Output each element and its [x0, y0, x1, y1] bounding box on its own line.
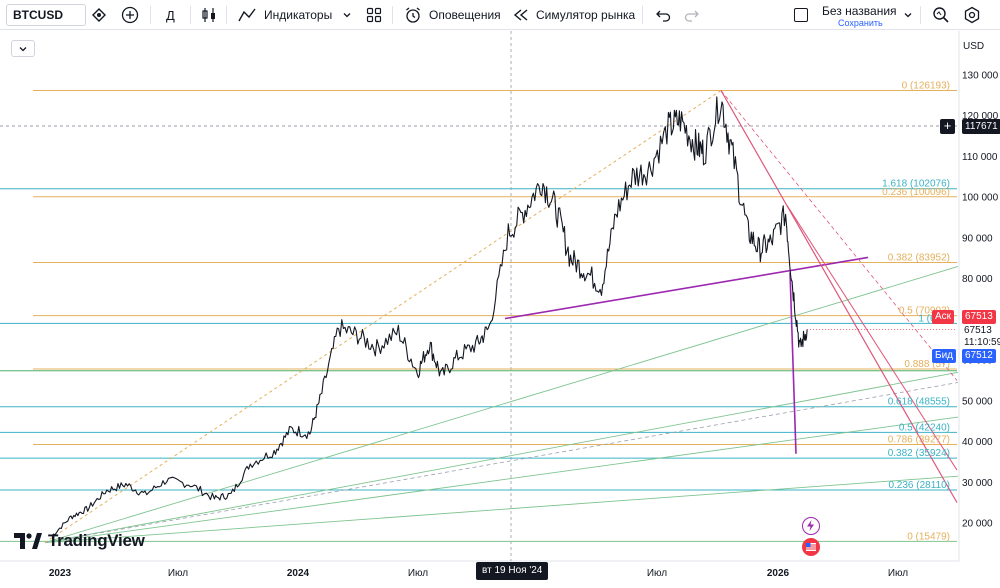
bid-label: Бид [932, 349, 956, 363]
price-tick-label: 20 000 [962, 519, 993, 530]
fib-fan-line [44, 475, 959, 543]
chart-type-candles-icon[interactable] [201, 0, 217, 30]
chevron-down-icon [19, 46, 27, 51]
trend-line-purple [504, 256, 869, 320]
fib-level-label: 0.382 (35924) [888, 448, 950, 459]
time-tick-label: 2026 [767, 568, 790, 579]
ask-label: Аск [932, 310, 955, 324]
price-tick-label: 110 000 [962, 152, 998, 163]
rewind-icon [513, 9, 528, 21]
fib-level-label: 0.236 (28110) [888, 480, 950, 491]
layout-checkbox[interactable] [794, 0, 808, 30]
redo-icon[interactable] [684, 0, 700, 30]
fib-level-label: 0.236 (100096) [882, 187, 950, 198]
price-series-line [51, 96, 808, 537]
tradingview-logo[interactable]: TradingView [14, 531, 145, 551]
fib-level-label: 1.618 (102076) [882, 179, 950, 190]
layout-name-label: Без названия [822, 4, 897, 18]
fib-level-label: 0 (15479) [907, 531, 950, 542]
templates-grid-icon[interactable] [366, 0, 382, 30]
time-tick-label: Июл [168, 568, 188, 579]
time-tick-label: Июл [647, 568, 667, 579]
interval-button[interactable]: Д [166, 0, 175, 30]
symbol-label: BTCUSD [13, 8, 63, 22]
alarm-clock-icon [406, 7, 420, 23]
currency-label[interactable]: USD [963, 41, 985, 52]
tradingview-logo-icon [14, 533, 42, 549]
fib-level-label: 0.5 (70903) [899, 306, 950, 317]
price-tick-label: 40 000 [962, 437, 993, 448]
fib-level-label: 0.786 (39277) [888, 434, 950, 445]
undo-icon[interactable] [655, 0, 671, 30]
price-tick-label: 80 000 [962, 274, 993, 285]
fib-level-label: 0 (126193) [902, 81, 950, 92]
time-tick-label: 2024 [287, 568, 310, 579]
us-flag-event-icon[interactable] [802, 538, 820, 556]
ask-price-tag: 67513 [962, 310, 996, 324]
indicators-dropdown-chevron-icon[interactable] [342, 0, 352, 30]
tradingview-logo-text: TradingView [48, 531, 145, 550]
market-replay-button[interactable]: Симулятор рынка [513, 0, 635, 30]
alerts-label: Оповещения [429, 8, 501, 22]
market-replay-label: Симулятор рынка [536, 8, 636, 22]
trend-dashed-ray [44, 90, 722, 543]
price-tick-label: 30 000 [962, 478, 993, 489]
fib-fan-line [44, 265, 959, 543]
fib-level-label: 0.5 (42240) [899, 422, 950, 433]
favorite-icon[interactable] [91, 0, 107, 30]
fib-level-label: 0.382 (83952) [888, 253, 950, 264]
trend-line-pink-dashed [720, 90, 958, 381]
layout-dropdown-chevron-icon[interactable] [903, 0, 913, 30]
time-tick-label: Июл [408, 568, 428, 579]
trend-line-pink-2 [786, 205, 958, 471]
price-tick-label: 100 000 [962, 193, 999, 204]
indicators-label: Индикаторы [264, 8, 333, 22]
alerts-button[interactable]: Оповещения [404, 0, 501, 30]
fib-fan-dashed-line [44, 382, 959, 543]
price-tick-label: 90 000 [962, 233, 993, 244]
crosshair-price-tag: 117671 [962, 119, 1000, 134]
countdown-label: 11:10:59 [964, 337, 1000, 348]
interval-label: Д [166, 7, 175, 23]
crosshair-date-tag: вт 19 Ноя '24 [476, 562, 549, 580]
time-tick-label: 2023 [49, 568, 72, 579]
price-tick-label: 130 000 [962, 71, 999, 82]
save-label[interactable]: Сохранить [838, 18, 883, 28]
lightning-event-icon[interactable] [802, 517, 820, 535]
price-tick-label: 120 000 [962, 111, 999, 122]
settings-gear-icon[interactable] [963, 0, 981, 30]
symbol-search-button[interactable]: BTCUSD [6, 4, 86, 26]
fib-level-label: 0.618 (48555) [888, 397, 950, 408]
quick-search-icon[interactable] [932, 0, 950, 30]
price-tick-label: 50 000 [962, 396, 993, 407]
fib-fan-line [44, 416, 959, 543]
indicators-icon [238, 8, 256, 22]
layout-name-button[interactable]: Без названия Сохранить [822, 2, 897, 30]
compare-add-icon[interactable] [121, 0, 139, 30]
last-price-label: 67513 [964, 325, 992, 336]
trend-line-drop [789, 272, 797, 454]
fib-level-label: 0.888 (57) [904, 359, 950, 370]
trend-line-pink [720, 90, 958, 503]
indicators-button[interactable]: Индикаторы [238, 0, 332, 30]
top-toolbar: BTCUSD Д Индикаторы Оповещения Симулятор… [0, 0, 1000, 30]
time-tick-label: Июл [888, 568, 908, 579]
add-alert-plus-icon[interactable]: + [940, 119, 955, 134]
bid-price-tag: 67512 [962, 349, 996, 363]
fib-fan-line [44, 371, 959, 543]
collapse-panel-button[interactable] [11, 40, 35, 57]
